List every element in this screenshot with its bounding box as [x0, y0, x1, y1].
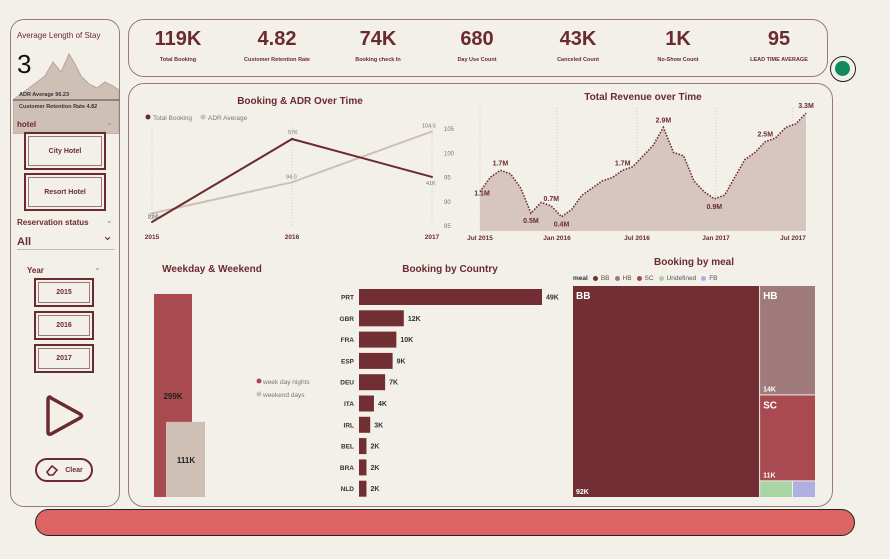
meal-legend-marker [614, 276, 620, 281]
reservation-status-value: All [17, 236, 32, 248]
play-icon[interactable] [45, 394, 85, 438]
meal-legend-marker [592, 276, 598, 281]
reservation-status-dropdown[interactable]: All ⌄ [17, 228, 115, 250]
chevron-down-icon[interactable]: ⌄ [106, 118, 113, 127]
reservation-status-label: Reservation status [17, 218, 89, 227]
meal-legend-marker [701, 276, 707, 281]
adr-average-text: ADR Average 96.23 [19, 92, 70, 98]
meal-legend-title: meal [573, 275, 588, 282]
meal-legend-entry: HB [622, 275, 632, 282]
hotel-slicer-label: hotel [17, 120, 37, 129]
hotel-option-city[interactable]: City Hotel [24, 132, 106, 170]
meal-legend-entry: BB [600, 275, 610, 282]
avg-stay-sparkline [13, 52, 119, 134]
meal-legend-entry: Undefined [666, 275, 697, 282]
meal-legend: meal BB HB SC Undefined FB [573, 275, 718, 282]
kpi-no-show: 1K No-Show Count [657, 28, 699, 63]
meal-legend-marker [636, 276, 642, 281]
year-option-2015[interactable]: 2015 [34, 278, 94, 307]
chevron-down-icon[interactable]: ⌄ [94, 263, 101, 272]
chevron-down-icon[interactable]: ⌄ [106, 216, 113, 225]
eraser-icon [46, 464, 59, 476]
hotel-option-resort[interactable]: Resort Hotel [24, 173, 106, 211]
kpi-lead-time: 95 LEAD TIME AVERAGE [750, 28, 808, 63]
meal-legend-marker [658, 276, 664, 281]
kpi-day-use: 680 Day Use Count [457, 28, 497, 63]
kpi-canceled: 43K Canceled Count [557, 28, 599, 63]
meal-legend-entry: FB [709, 275, 718, 282]
avg-stay-value: 3 [17, 49, 32, 79]
kpi-retention-rate: 4.82 Customer Retention Rate [243, 28, 310, 63]
clear-label: Clear [65, 466, 83, 474]
clear-button[interactable]: Clear [35, 458, 93, 482]
status-dot[interactable] [830, 56, 856, 82]
meal-legend-entry: SC [644, 275, 654, 282]
kpi-total-booking: 119K Total Booking [154, 28, 202, 63]
year-option-2017[interactable]: 2017 [34, 344, 94, 373]
bottom-bar[interactable] [35, 509, 855, 536]
retention-rate-text: Customer Retention Rate 4.82 [19, 104, 98, 110]
kpi-check-in: 74K Booking check In [355, 28, 401, 63]
filter-panel: Average Length of Stay 3 ADR Average 96.… [10, 19, 120, 507]
charts-panel [128, 83, 833, 507]
avg-stay-title: Average Length of Stay [17, 31, 101, 40]
year-slicer-label: Year [27, 266, 44, 275]
year-option-2016[interactable]: 2016 [34, 311, 94, 340]
kpi-strip: 119K Total Booking 4.82 Customer Retention… [128, 19, 828, 77]
chevron-down-icon: ⌄ [102, 228, 113, 243]
